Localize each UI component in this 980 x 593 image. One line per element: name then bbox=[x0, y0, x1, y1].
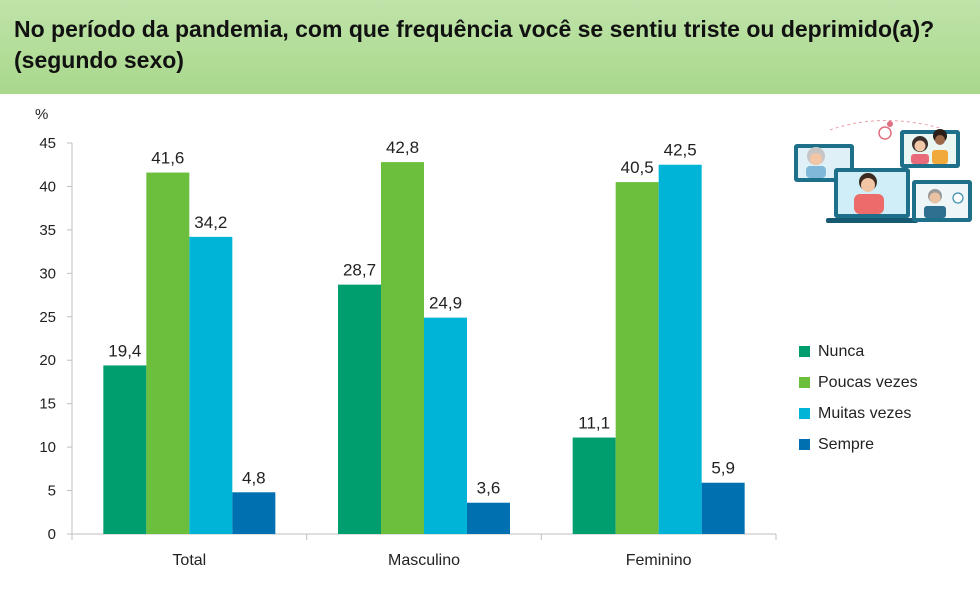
data-label: 11,1 bbox=[578, 414, 610, 433]
y-tick-label: 5 bbox=[48, 483, 56, 500]
bar bbox=[232, 492, 276, 534]
legend-swatch-muitas-vezes bbox=[799, 408, 810, 419]
y-tick-label: 25 bbox=[39, 309, 56, 326]
legend-item-sempre: Sempre bbox=[799, 429, 918, 460]
data-label: 4,8 bbox=[242, 468, 266, 487]
bar bbox=[658, 164, 702, 534]
y-tick-label: 30 bbox=[39, 265, 56, 282]
title-bar: No período da pandemia, com que frequênc… bbox=[0, 0, 980, 94]
data-label: 34,2 bbox=[194, 213, 227, 232]
data-label: 28,7 bbox=[343, 261, 376, 280]
data-label: 41,6 bbox=[151, 149, 184, 168]
y-tick-label: 10 bbox=[39, 439, 56, 456]
data-label: 40,5 bbox=[621, 158, 654, 177]
bar bbox=[572, 437, 616, 534]
y-tick-label: 20 bbox=[39, 352, 56, 369]
bar bbox=[381, 162, 424, 535]
data-label: 5,9 bbox=[711, 459, 735, 478]
y-tick-label: 45 bbox=[39, 135, 56, 152]
x-tick-label: Masculino bbox=[388, 552, 460, 569]
legend-swatch-poucas-vezes bbox=[799, 377, 810, 388]
bar bbox=[338, 284, 381, 534]
legend-label-poucas-vezes: Poucas vezes bbox=[818, 373, 918, 391]
bar bbox=[467, 502, 510, 534]
y-tick-label: 0 bbox=[48, 526, 56, 543]
y-tick-label: 35 bbox=[39, 222, 56, 239]
bars bbox=[103, 162, 745, 535]
legend: Nunca Poucas vezes Muitas vezes Sempre bbox=[799, 336, 918, 460]
bar bbox=[701, 482, 745, 534]
legend-item-poucas-vezes: Poucas vezes bbox=[799, 367, 918, 398]
bar bbox=[103, 365, 147, 534]
chart-title: No período da pandemia, com que frequênc… bbox=[14, 16, 935, 73]
bar bbox=[615, 182, 659, 534]
legend-label-muitas-vezes: Muitas vezes bbox=[818, 404, 912, 422]
x-tick-label: Feminino bbox=[626, 552, 692, 569]
video-call-illustration-icon bbox=[794, 119, 972, 223]
data-label: 19,4 bbox=[108, 341, 141, 360]
data-labels: 19,4 41,6 34,2 4,8 28,7 42,8 24,9 3,6 11,1 40,5 42… bbox=[108, 138, 735, 498]
data-label: 3,6 bbox=[477, 479, 501, 498]
x-tick-label: Total bbox=[172, 552, 206, 569]
y-tick-label: 40 bbox=[39, 178, 56, 195]
data-label: 42,8 bbox=[386, 138, 419, 157]
legend-item-nunca: Nunca bbox=[799, 336, 918, 367]
legend-swatch-sempre bbox=[799, 439, 810, 450]
bar bbox=[189, 236, 233, 534]
y-axis-label: % bbox=[35, 106, 48, 123]
legend-swatch-nunca bbox=[799, 346, 810, 357]
legend-label-nunca: Nunca bbox=[818, 342, 865, 360]
legend-item-muitas-vezes: Muitas vezes bbox=[799, 398, 918, 429]
data-label: 42,5 bbox=[664, 141, 697, 160]
y-tick-label: 15 bbox=[39, 396, 56, 413]
bar bbox=[146, 172, 190, 534]
bar bbox=[424, 317, 467, 534]
legend-label-sempre: Sempre bbox=[818, 435, 875, 453]
data-label: 24,9 bbox=[429, 294, 462, 313]
